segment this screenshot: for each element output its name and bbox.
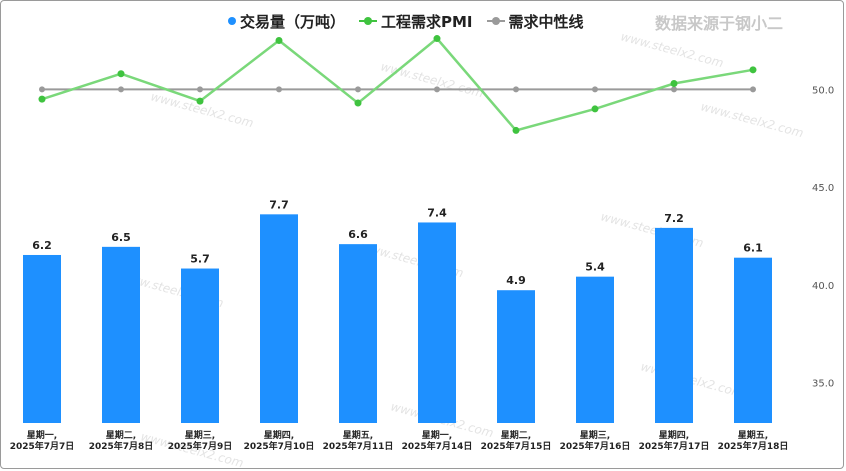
neutral-point[interactable] [39,86,45,93]
volume-data-label: 6.2 [32,239,52,252]
legend-volume-marker [228,17,236,25]
x-tick-label-date: 2025年7月11日 [323,440,394,452]
pmi-point[interactable] [512,126,520,134]
chart-legend: 交易量（万吨） 工程需求PMI 需求中性线 [228,10,584,32]
x-tick-label-date: 2025年7月16日 [560,440,631,452]
volume-bar[interactable] [102,246,140,423]
pmi-point[interactable] [354,99,362,107]
x-tick-label-date: 2025年7月17日 [639,440,710,452]
volume-bar[interactable] [260,214,298,423]
volume-bar[interactable] [418,222,456,423]
volume-data-label: 6.6 [348,228,368,241]
x-tick-label-date: 2025年7月14日 [402,440,473,452]
neutral-point[interactable] [671,86,677,93]
pmi-point[interactable] [196,97,204,105]
x-tick-label-date: 2025年7月10日 [244,440,315,452]
x-tick-label-weekday: 星期一, [27,429,57,441]
legend-pmi-label: 工程需求PMI [381,12,473,31]
x-tick-label-date: 2025年7月7日 [10,440,75,452]
x-tick-label-date: 2025年7月18日 [718,440,789,452]
watermark-text: www.steelx2.com [619,29,725,70]
volume-data-label: 5.4 [585,261,605,274]
x-tick-label-weekday: 星期五, [343,429,373,441]
x-tick-label-weekday: 星期四, [659,429,689,441]
neutral-point[interactable] [276,86,282,93]
legend-neutral-label: 需求中性线 [508,12,584,31]
legend-pmi-marker [359,17,378,25]
watermark-text: www.steelx2.com [149,89,255,130]
pmi-point[interactable] [117,70,125,78]
x-tick-label-date: 2025年7月8日 [89,440,154,452]
volume-bar[interactable] [734,257,772,423]
right-axis-tick-label: 40.0 [812,281,834,292]
x-tick-label-weekday: 星期一, [422,429,452,441]
right-axis-tick-label: 45.0 [812,183,834,194]
volume-data-label: 4.9 [506,274,526,287]
legend-item-neutral[interactable]: 需求中性线 [486,11,584,32]
pmi-line [41,36,754,132]
volume-bar[interactable] [497,290,535,423]
x-tick-label-date: 2025年7月15日 [481,440,552,452]
pmi-point[interactable] [670,80,678,88]
x-tick-label-weekday: 星期三, [580,429,610,441]
volume-bar[interactable] [576,276,614,423]
pmi-point[interactable] [38,95,46,103]
volume-data-label: 7.2 [664,212,684,225]
volume-data-label: 7.4 [427,206,447,219]
x-tick-label-weekday: 星期三, [185,429,215,441]
neutral-point[interactable] [197,86,203,93]
legend-volume-label: 交易量（万吨） [240,12,346,31]
pmi-point[interactable] [275,37,283,44]
pmi-point[interactable] [433,35,441,43]
pmi-point[interactable] [749,66,757,74]
neutral-point[interactable] [434,86,440,93]
neutral-point[interactable] [118,86,124,93]
legend-item-pmi[interactable]: 工程需求PMI [359,11,473,32]
neutral-point[interactable] [750,86,756,93]
volume-data-label: 5.7 [190,253,210,266]
volume-bar[interactable] [655,227,693,423]
volume-data-label: 6.5 [111,231,131,244]
pmi-point[interactable] [591,105,599,113]
watermark-text: www.steelx2.com [699,99,805,140]
watermark-text: www.steelx2.com [379,59,485,100]
volume-bar[interactable] [181,268,219,423]
volume-bar[interactable] [23,254,61,423]
x-tick-label-weekday: 星期四, [264,429,294,441]
volume-data-label: 6.1 [743,242,763,255]
legend-neutral-marker [486,17,505,25]
x-tick-label-weekday: 星期五, [738,429,768,441]
x-tick-label-date: 2025年7月9日 [168,440,233,452]
volume-bar[interactable] [339,244,377,423]
right-axis-tick-label: 35.0 [812,379,834,390]
source-text: 数据来源于钢小二 [655,14,784,33]
x-tick-label-weekday: 星期二, [501,429,531,441]
neutral-point[interactable] [513,86,519,93]
volume-data-label: 7.7 [269,198,289,211]
x-tick-label-weekday: 星期二, [106,429,136,441]
right-axis-tick-label: 50.0 [812,85,834,96]
legend-item-volume[interactable]: 交易量（万吨） [228,11,345,32]
neutral-point[interactable] [355,86,361,93]
neutral-point[interactable] [592,86,598,93]
